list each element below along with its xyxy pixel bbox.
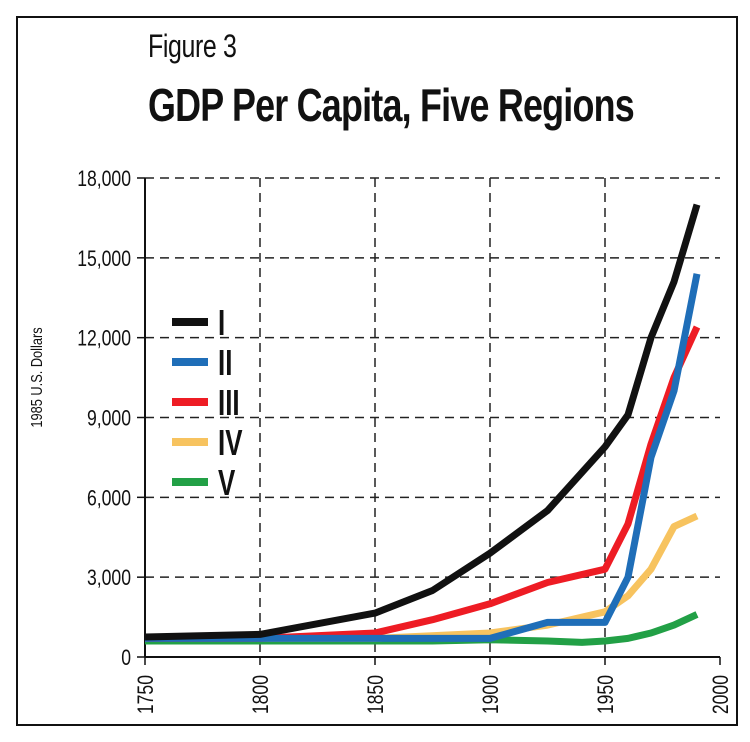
x-tick-label: 1750	[134, 675, 158, 714]
y-tick-label: 3,000	[87, 566, 131, 590]
series-lines	[144, 203, 701, 646]
legend-label-v: V	[218, 463, 235, 503]
chart-title: GDP Per Capita, Five Regions	[148, 79, 635, 131]
y-tick-label: 15,000	[77, 247, 131, 271]
x-axis-ticks: 1750 1800 1850 1900 1950 2000	[134, 657, 734, 714]
y-tick-label: 6,000	[87, 487, 131, 511]
y-tick-label: 12,000	[77, 327, 131, 351]
x-tick-label: 1800	[249, 675, 273, 714]
legend-label-iv: IV	[218, 423, 243, 463]
y-tick-label: 18,000	[77, 167, 131, 191]
x-tick-label: 2000	[709, 675, 733, 714]
x-tick-label: 1950	[594, 675, 618, 714]
y-axis-label: 1985 U.S. Dollars	[29, 327, 47, 427]
x-tick-label: 1850	[364, 675, 388, 714]
grid-lines	[145, 177, 720, 657]
y-axis-ticks: 0 3,000 6,000 9,000 12,000 15,000 18,000	[77, 167, 145, 671]
series-line-iii	[145, 325, 701, 642]
figure-label: Figure 3	[148, 28, 237, 64]
y-tick-label: 0	[121, 646, 131, 670]
series-line-ii	[145, 273, 701, 642]
legend-label-iii: III	[218, 383, 240, 423]
y-tick-label: 9,000	[87, 407, 131, 431]
series-line-i	[144, 203, 701, 641]
x-tick-label: 1900	[479, 675, 503, 714]
legend-label-ii: II	[218, 343, 232, 383]
legend-label-i: I	[218, 303, 225, 343]
figure-frame	[16, 16, 738, 726]
